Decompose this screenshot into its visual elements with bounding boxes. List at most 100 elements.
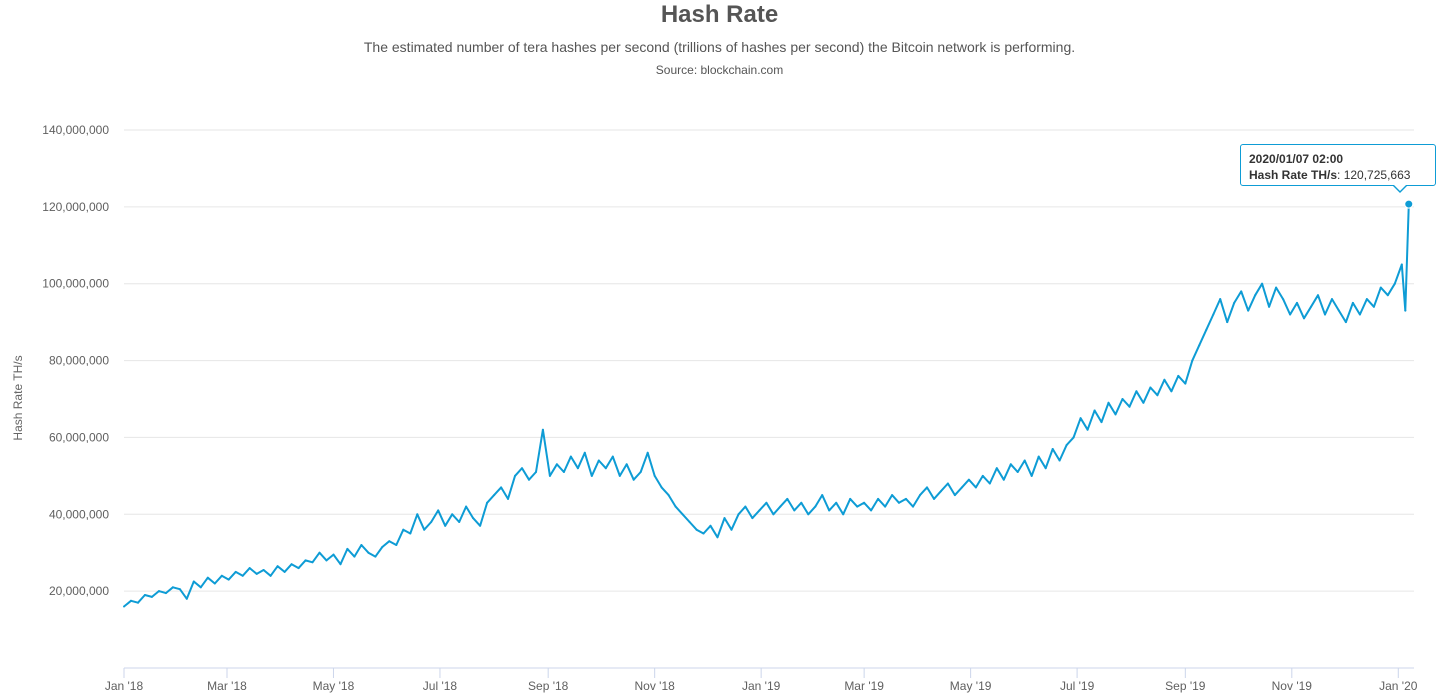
data-point[interactable] xyxy=(1037,455,1040,458)
data-point[interactable] xyxy=(451,513,454,516)
hover-point[interactable] xyxy=(1404,199,1414,209)
data-point[interactable] xyxy=(730,528,733,531)
data-point[interactable] xyxy=(1404,309,1407,312)
data-point[interactable] xyxy=(1351,301,1354,304)
data-point[interactable] xyxy=(1282,298,1285,301)
data-point[interactable] xyxy=(960,486,963,489)
data-point[interactable] xyxy=(946,482,949,485)
data-point[interactable] xyxy=(479,524,482,527)
data-point[interactable] xyxy=(521,467,523,470)
data-point[interactable] xyxy=(905,497,907,500)
data-point[interactable] xyxy=(995,467,998,470)
data-point[interactable] xyxy=(1331,298,1333,301)
data-point[interactable] xyxy=(674,505,677,508)
data-point[interactable] xyxy=(926,486,928,489)
data-point[interactable] xyxy=(472,517,475,520)
data-point[interactable] xyxy=(381,546,384,548)
data-point[interactable] xyxy=(143,594,146,596)
data-point[interactable] xyxy=(1065,444,1068,447)
data-point[interactable] xyxy=(1107,401,1110,404)
data-point[interactable] xyxy=(1233,301,1236,304)
data-point[interactable] xyxy=(828,509,831,512)
data-point[interactable] xyxy=(1184,382,1187,385)
data-point[interactable] xyxy=(807,513,810,516)
data-point[interactable] xyxy=(123,605,125,608)
data-point[interactable] xyxy=(157,590,160,593)
data-point[interactable] xyxy=(632,478,635,481)
data-point[interactable] xyxy=(765,501,768,504)
data-point[interactable] xyxy=(953,494,956,497)
data-point[interactable] xyxy=(939,490,942,493)
data-point[interactable] xyxy=(395,544,398,546)
data-point[interactable] xyxy=(1191,359,1194,362)
data-point[interactable] xyxy=(1030,474,1033,477)
data-point[interactable] xyxy=(360,544,363,546)
data-point[interactable] xyxy=(1379,286,1382,289)
data-point[interactable] xyxy=(269,574,272,577)
data-point[interactable] xyxy=(297,567,300,570)
data-point[interactable] xyxy=(234,570,237,573)
data-point[interactable] xyxy=(276,565,279,568)
data-point[interactable] xyxy=(1114,413,1117,416)
data-point[interactable] xyxy=(220,574,223,577)
data-point[interactable] xyxy=(1016,471,1019,473)
data-point[interactable] xyxy=(325,559,328,562)
data-point[interactable] xyxy=(541,428,544,431)
data-point[interactable] xyxy=(1317,294,1319,297)
data-point[interactable] xyxy=(793,509,796,512)
data-point[interactable] xyxy=(688,521,691,523)
data-point[interactable] xyxy=(1226,321,1229,324)
data-point[interactable] xyxy=(1072,436,1075,439)
data-point[interactable] xyxy=(206,576,209,579)
data-point[interactable] xyxy=(590,474,593,477)
data-point[interactable] xyxy=(967,478,970,481)
data-point[interactable] xyxy=(409,532,412,535)
data-point[interactable] xyxy=(1254,294,1257,297)
data-point[interactable] xyxy=(437,509,440,512)
data-point[interactable] xyxy=(548,474,551,477)
data-point[interactable] xyxy=(814,505,817,508)
data-point[interactable] xyxy=(1135,390,1138,393)
data-point[interactable] xyxy=(772,513,775,516)
data-point[interactable] xyxy=(164,592,167,595)
data-point[interactable] xyxy=(723,517,726,520)
data-point[interactable] xyxy=(1400,263,1403,266)
data-point[interactable] xyxy=(248,567,251,570)
data-point[interactable] xyxy=(835,501,838,504)
data-point[interactable] xyxy=(821,494,824,497)
data-point[interactable] xyxy=(1177,374,1180,377)
data-point[interactable] xyxy=(1310,305,1312,308)
data-point[interactable] xyxy=(192,580,195,583)
data-point[interactable] xyxy=(486,501,489,504)
data-point[interactable] xyxy=(737,513,740,516)
data-point[interactable] xyxy=(576,467,579,470)
data-point[interactable] xyxy=(1093,409,1096,412)
data-point[interactable] xyxy=(933,497,935,500)
data-point[interactable] xyxy=(751,517,754,520)
data-point[interactable] xyxy=(1344,321,1347,324)
data-point[interactable] xyxy=(583,451,586,454)
data-point[interactable] xyxy=(1079,417,1082,420)
data-point[interactable] xyxy=(1149,386,1152,389)
data-point[interactable] xyxy=(130,599,132,602)
data-point[interactable] xyxy=(667,494,670,497)
data-point[interactable] xyxy=(758,509,761,512)
data-point[interactable] xyxy=(919,494,921,497)
data-point[interactable] xyxy=(507,497,509,500)
data-point[interactable] xyxy=(500,486,503,489)
data-point[interactable] xyxy=(1240,290,1243,293)
data-point[interactable] xyxy=(1372,305,1375,308)
data-point[interactable] xyxy=(1303,317,1305,320)
data-point[interactable] xyxy=(137,601,139,604)
data-point[interactable] xyxy=(1205,328,1208,331)
data-point[interactable] xyxy=(611,455,614,458)
data-point[interactable] xyxy=(185,597,188,600)
data-point[interactable] xyxy=(1365,298,1368,301)
data-point[interactable] xyxy=(423,528,426,531)
data-point[interactable] xyxy=(1051,448,1054,450)
data-point[interactable] xyxy=(346,547,349,550)
data-point[interactable] xyxy=(891,494,894,497)
data-point[interactable] xyxy=(458,521,461,523)
data-point[interactable] xyxy=(1219,298,1222,301)
data-point[interactable] xyxy=(1170,390,1173,393)
